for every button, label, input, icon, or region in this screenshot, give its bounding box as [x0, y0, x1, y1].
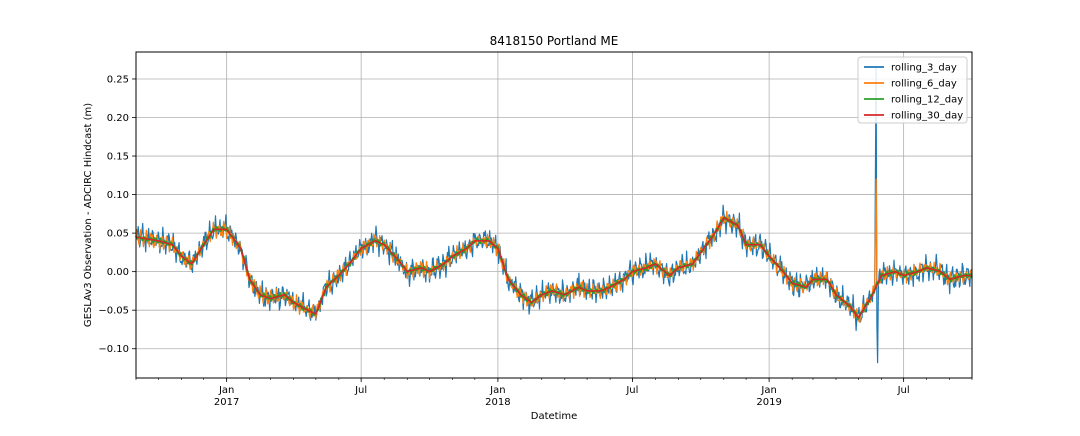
grid — [136, 52, 972, 378]
chart-title: 8418150 Portland ME — [490, 34, 619, 48]
y-tick-label: 0.15 — [107, 152, 129, 163]
legend-label: rolling_30_day — [891, 111, 963, 122]
y-axis-label: GESLAv3 Observation - ADCIRC Hindcast (m… — [83, 103, 94, 327]
axis-ticks: −0.10−0.050.000.050.100.150.200.25Jan201… — [98, 74, 973, 408]
x-tick-sublabel: 2018 — [485, 397, 510, 408]
legend-label: rolling_6_day — [891, 79, 957, 90]
legend-label: rolling_12_day — [891, 95, 963, 106]
x-tick-label: Jul — [625, 385, 638, 396]
plot-frame — [135, 51, 973, 379]
plot-lines — [135, 66, 973, 364]
y-tick-label: 0.20 — [107, 113, 129, 124]
legend: rolling_3_day rolling_6_day rolling_12_day… — [857, 56, 968, 124]
y-tick-label: −0.10 — [98, 344, 129, 355]
y-tick-label: 0.25 — [107, 74, 129, 85]
x-tick-sublabel: 2019 — [756, 397, 781, 408]
series-line-rolling-30-day — [135, 216, 973, 319]
x-tick-label: Jan — [218, 385, 234, 396]
x-axis-label: Datetime — [531, 411, 578, 422]
x-tick-label: Jan — [489, 385, 505, 396]
y-tick-label: 0.00 — [107, 267, 129, 278]
y-tick-label: 0.10 — [107, 190, 129, 201]
x-tick-label: Jul — [354, 385, 367, 396]
series-line-rolling-6-day — [135, 178, 973, 324]
y-tick-label: 0.05 — [107, 229, 129, 240]
x-tick-label: Jul — [897, 385, 910, 396]
series-line-rolling-3-day — [135, 66, 973, 364]
legend-label: rolling_3_day — [891, 63, 957, 74]
x-tick-sublabel: 2017 — [214, 397, 239, 408]
y-tick-label: −0.05 — [98, 306, 129, 317]
legend-box — [857, 56, 968, 124]
x-tick-label: Jan — [760, 385, 776, 396]
